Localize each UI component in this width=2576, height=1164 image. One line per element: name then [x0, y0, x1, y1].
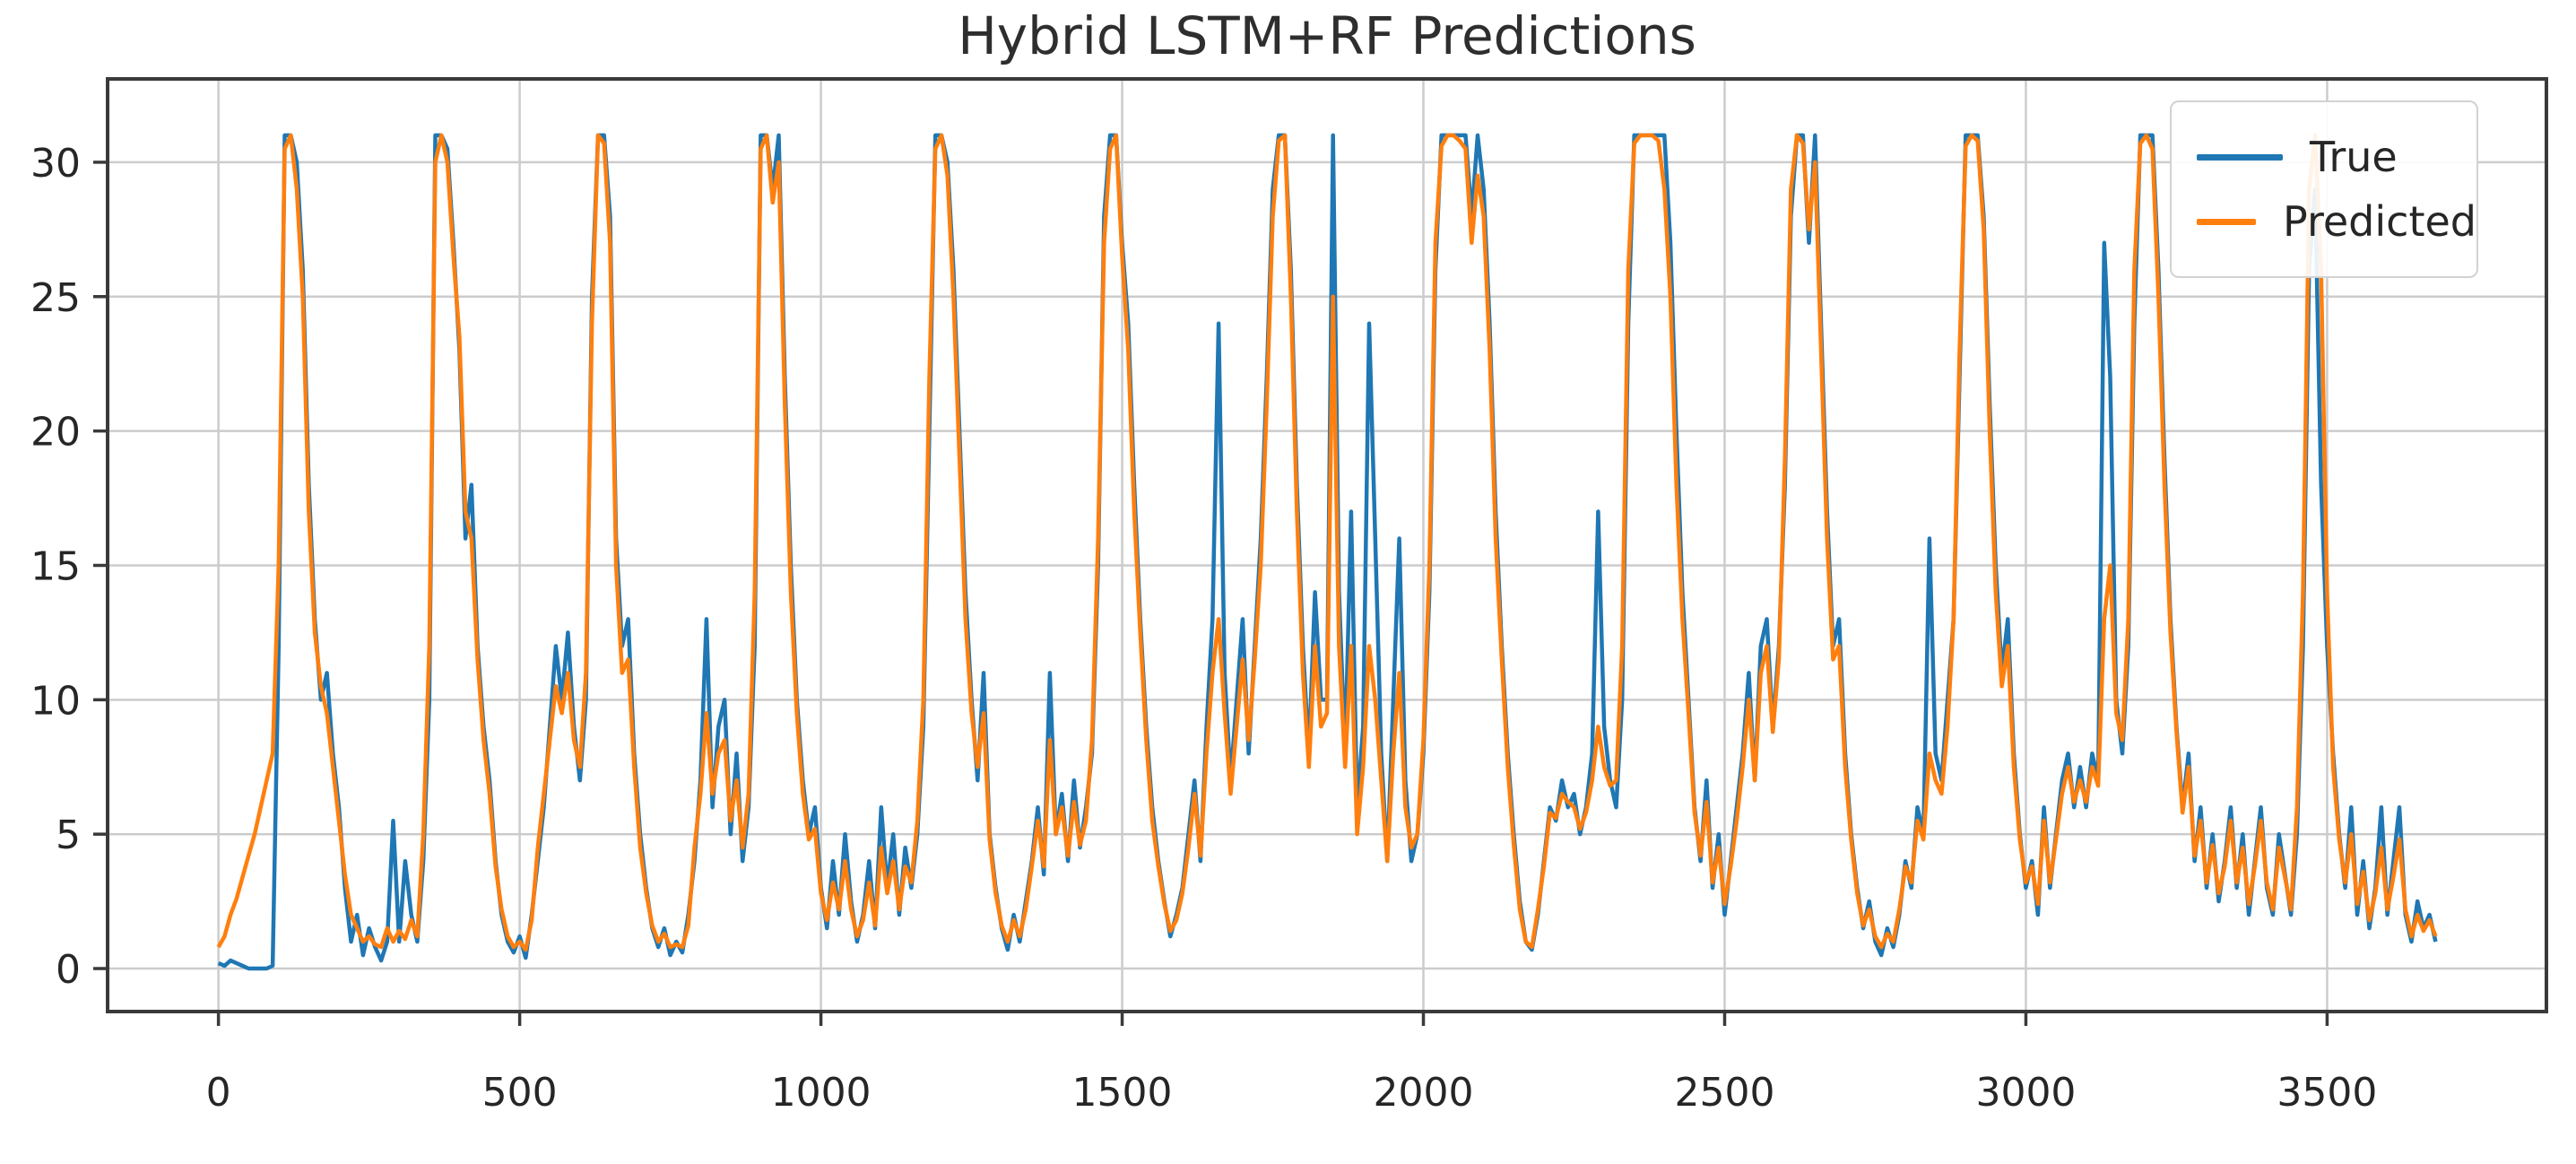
y-tick-label: 15: [30, 543, 81, 589]
legend-line-swatch-predicted: [2197, 218, 2257, 225]
x-tick-label: 2000: [1374, 1070, 1474, 1116]
x-tick-label: 500: [482, 1070, 558, 1116]
legend-line-swatch-true: [2197, 153, 2283, 161]
x-tick-label: 3500: [2277, 1070, 2377, 1116]
y-tick-label: 30: [30, 141, 81, 187]
x-tick-label: 1500: [1072, 1070, 1173, 1116]
legend-item-true: True: [2197, 136, 2476, 178]
chart-title: Hybrid LSTM+RF Predictions: [958, 5, 1696, 66]
x-tick-label: 3000: [1975, 1070, 2076, 1116]
y-tick-label: 10: [30, 678, 81, 724]
axes-spines: [106, 77, 2548, 1013]
y-tick-label: 5: [56, 812, 81, 858]
legend: True Predicted: [2170, 100, 2478, 278]
x-tick-label: 0: [206, 1070, 231, 1116]
legend-item-predicted: Predicted: [2197, 201, 2476, 242]
x-tick-label: 1000: [771, 1070, 872, 1116]
series-line-predicted: [216, 133, 2438, 952]
y-tick-label: 25: [30, 275, 81, 321]
y-tick-label: 20: [30, 410, 81, 456]
legend-label-predicted: Predicted: [2283, 197, 2476, 246]
y-tick-label: 0: [56, 947, 81, 993]
legend-label-true: True: [2310, 133, 2398, 181]
x-tick-label: 2500: [1674, 1070, 1774, 1116]
